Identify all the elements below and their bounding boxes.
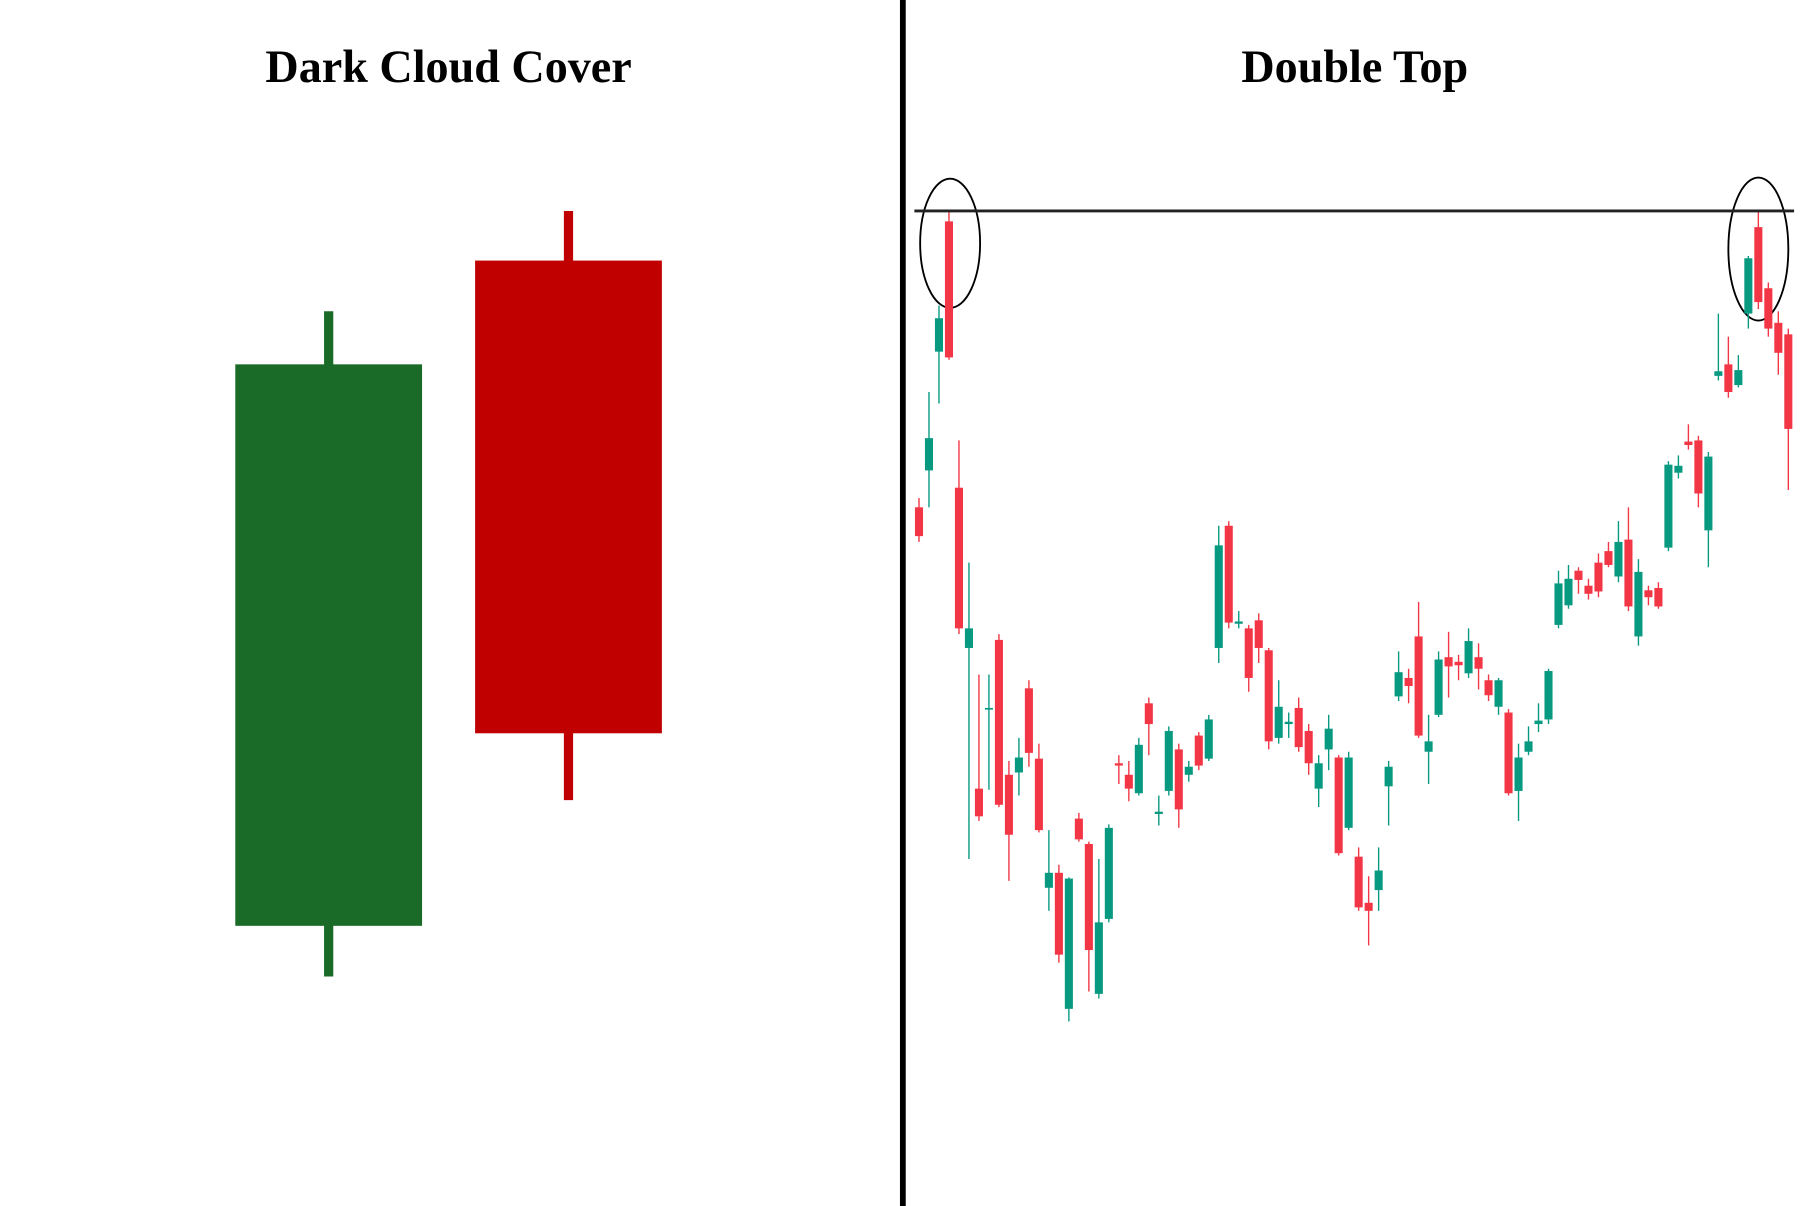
candle-body [1764,288,1773,329]
chart-title: Double Top [1241,41,1468,92]
candle-body [1304,730,1313,764]
candle-body [1074,818,1083,840]
candle-body [1464,641,1473,674]
candle-body [1424,741,1433,752]
candle-body [974,788,983,817]
candle-body [1734,370,1743,386]
candle-body [1344,757,1353,828]
candle-body [1024,688,1033,753]
candle-body [1234,621,1243,624]
candle-body [1144,703,1153,725]
candle-body [1274,706,1283,738]
candle-body [1594,562,1603,592]
candle-body [1544,671,1553,720]
candle-body [1214,545,1223,648]
candle-body [475,260,662,734]
candle-body [1634,571,1643,637]
candle-body [1084,843,1093,951]
candle-body [1154,811,1163,814]
candle-body [1014,757,1023,773]
candle-body [1724,364,1733,393]
candle-body [1294,707,1303,748]
candle-body [1034,758,1043,831]
candle-body [934,318,944,352]
candle-body [1104,827,1113,919]
candle-body [1254,620,1263,648]
candle-body [1604,551,1613,565]
candle-body [1204,719,1213,759]
candle-body [1364,902,1373,911]
candle-body [1004,774,1013,835]
candle-body [1054,872,1063,955]
candle-body [1454,661,1463,666]
candle-body [1564,578,1573,606]
candle-body [1664,464,1673,548]
candle-body [944,221,954,358]
candle-body [1314,763,1323,789]
candle-body [1704,456,1713,531]
candle-body [1414,636,1423,736]
candle-body [1134,744,1143,794]
candle-body [984,707,993,710]
candle-body [1684,441,1693,446]
candle-body [1574,570,1583,580]
candle-body [994,639,1003,805]
candle-body [1434,659,1443,715]
candle-body [1044,872,1053,888]
candle-body [1404,677,1413,687]
candle-body [1194,735,1203,766]
candle-body [1514,757,1523,791]
candle-body [1754,227,1763,303]
candle-body [1674,465,1683,473]
candle-body [1284,721,1293,725]
candle-body [1694,440,1703,494]
candle-body [1714,371,1723,376]
candle-body [964,628,973,648]
candle-body [1654,588,1663,607]
candle-body [1164,730,1173,791]
candle-body [1534,720,1543,725]
candle-body [1614,541,1623,577]
candle-body [1094,922,1103,994]
candle-body [1484,680,1493,696]
candle-body [1394,672,1403,697]
candle-body [1504,712,1513,794]
candle-body [1354,856,1363,908]
candle-body [1374,870,1383,891]
chart-title: Dark Cloud Cover [265,41,631,92]
candle-body [1124,774,1133,789]
candle-body [1224,525,1233,623]
candle-body [235,364,423,926]
candle-body [1444,657,1453,667]
candle-body [1474,657,1483,669]
candle-body [1554,583,1563,625]
candle-body [924,438,934,471]
candle-body [1324,728,1333,750]
candle-body [1174,749,1183,810]
candle-body [1524,741,1533,752]
candle-body [1064,878,1073,1009]
candle-body [1494,680,1503,707]
peak-highlight [1727,176,1790,322]
candle-body [1184,766,1193,775]
candle-body [1334,757,1343,854]
candle-body [1244,628,1253,678]
candle-body [1744,258,1753,314]
candle-body [1644,590,1653,598]
candle-body [1264,650,1273,742]
candle-body [1774,322,1783,353]
candle-body [1624,539,1633,607]
candle-body [1384,766,1393,787]
candle-body [1114,763,1123,766]
candle-body [1784,334,1793,429]
candle-body [1584,585,1593,594]
candle-body [954,487,963,629]
candle-body [914,507,924,537]
